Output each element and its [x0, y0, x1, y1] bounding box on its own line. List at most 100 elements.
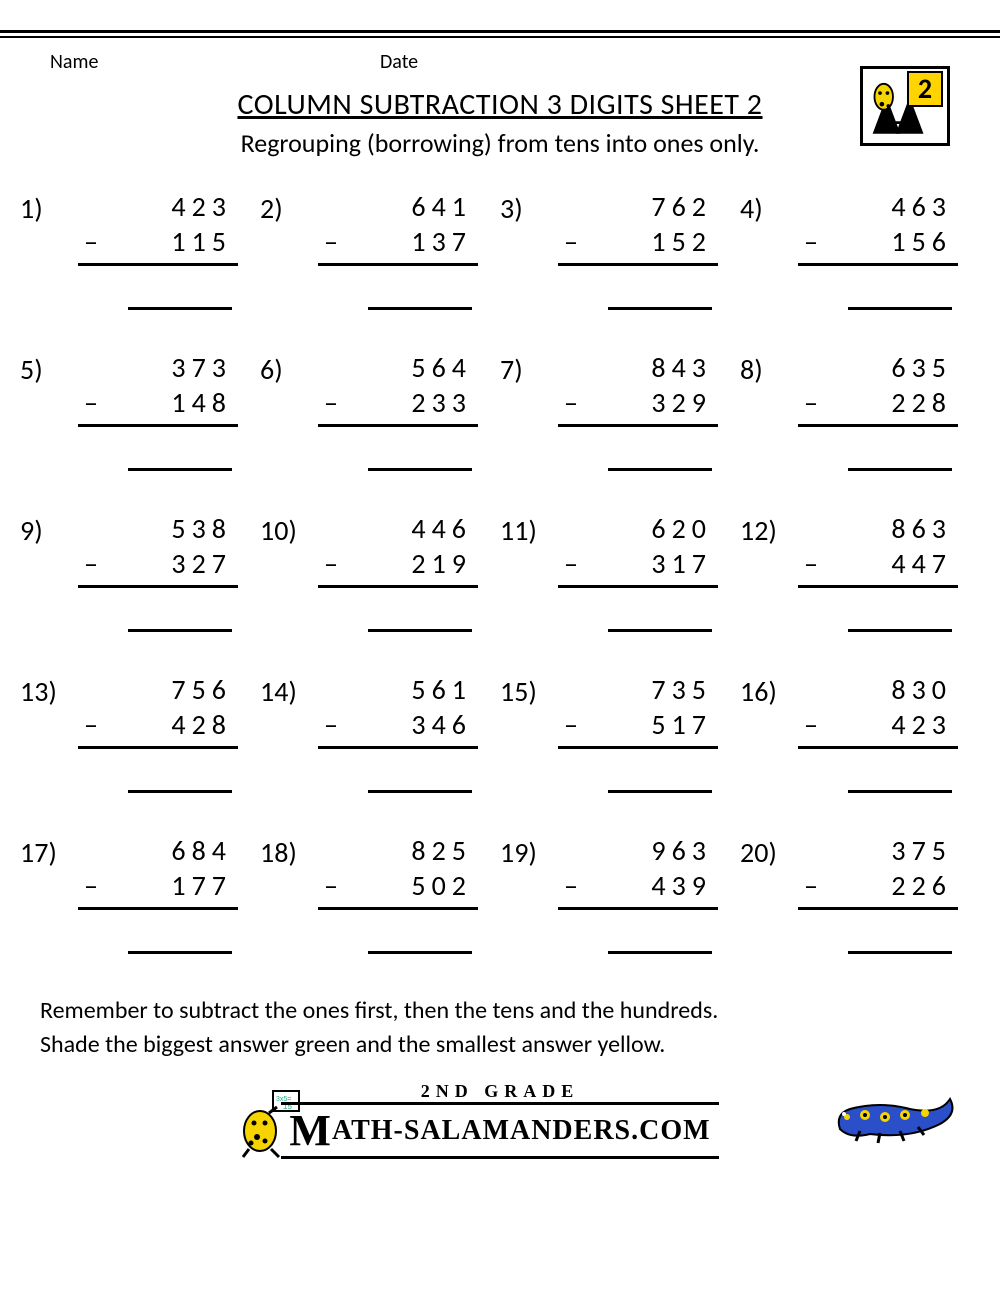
minus-sign: –: [84, 546, 98, 581]
footer: 3x5= 15 2ND GRADE MATH-SALAMANDERS.COM: [0, 1071, 1000, 1179]
subtrahend: 233: [411, 385, 472, 420]
minus-sign: –: [84, 707, 98, 742]
subtrahend-row: – 346: [318, 707, 478, 749]
worksheet-title: COLUMN SUBTRACTION 3 DIGITS SHEET 2: [50, 86, 950, 123]
date-label: Date: [380, 50, 418, 74]
subtrahend: 115: [171, 224, 232, 259]
problem-stack: 684–177: [78, 833, 238, 954]
subtrahend: 226: [891, 868, 952, 903]
problem-stack: 863–447: [798, 511, 958, 632]
minuend: 863: [798, 511, 958, 546]
answer-line: [848, 916, 952, 954]
subtrahend-row: –115: [78, 224, 238, 266]
subtrahend-row: –219: [318, 546, 478, 588]
problem: 4)463–156: [740, 189, 970, 310]
problem-number: 18): [260, 833, 318, 870]
subtrahend: 439: [651, 868, 712, 903]
subtrahend: 156: [891, 224, 952, 259]
subtrahend: 346: [411, 707, 472, 742]
problem-number: 5): [20, 350, 78, 387]
answer-line: [608, 272, 712, 310]
minuend: 375: [798, 833, 958, 868]
logo-badge: 2: [860, 66, 950, 146]
subtrahend-row: –156: [798, 224, 958, 266]
problem: 3)762–152: [500, 189, 730, 310]
minuend: 620: [558, 511, 718, 546]
subtrahend-row: –447: [798, 546, 958, 588]
problem-number: 1): [20, 189, 78, 226]
minus-sign: –: [804, 868, 818, 903]
minuend: 641: [318, 189, 478, 224]
minuend: 446: [318, 511, 478, 546]
subtrahend-row: – 177: [78, 868, 238, 910]
minus-sign: –: [324, 707, 338, 742]
problem-number: 11): [500, 511, 558, 548]
problem: 1)423–115: [20, 189, 250, 310]
answer-line: [128, 916, 232, 954]
problem-stack: 963–439: [558, 833, 718, 954]
problem-number: 16): [740, 672, 798, 709]
subtrahend-row: –327: [78, 546, 238, 588]
subtrahend-row: –517: [558, 707, 718, 749]
problem-stack: 825–502: [318, 833, 478, 954]
minuend: 561: [318, 672, 478, 707]
answer-line: [608, 594, 712, 632]
minus-sign: –: [84, 868, 98, 903]
subtrahend: 502: [411, 868, 472, 903]
subtrahend-row: –502: [318, 868, 478, 910]
minus-sign: –: [84, 385, 98, 420]
minus-sign: –: [324, 224, 338, 259]
answer-line: [848, 755, 952, 793]
problem-stack: 561– 346: [318, 672, 478, 793]
problem: 19)963–439: [500, 833, 730, 954]
subtrahend: 317: [651, 546, 712, 581]
answer-line: [848, 272, 952, 310]
minus-sign: –: [564, 385, 578, 420]
problem-number: 17): [20, 833, 78, 870]
minuend: 735: [558, 672, 718, 707]
problem: 16)830–423: [740, 672, 970, 793]
problem-number: 19): [500, 833, 558, 870]
subtrahend-row: –317: [558, 546, 718, 588]
problem: 14)561–346: [260, 672, 490, 793]
instructions-line-1: Remember to subtract the ones first, the…: [40, 994, 960, 1028]
grade-number-badge: 2: [907, 71, 943, 107]
subtrahend-row: –137: [318, 224, 478, 266]
minus-sign: –: [804, 546, 818, 581]
problem: 15)735–517: [500, 672, 730, 793]
answer-line: [368, 755, 472, 793]
minuend: 373: [78, 350, 238, 385]
problem-number: 9): [20, 511, 78, 548]
subtrahend-row: – 428: [78, 707, 238, 749]
subtrahend: 517: [651, 707, 712, 742]
salamander-right-icon: [830, 1079, 960, 1149]
subtrahend: 177: [171, 868, 232, 903]
answer-line: [608, 755, 712, 793]
subtrahend: 428: [171, 707, 232, 742]
problem: 11)620–317: [500, 511, 730, 632]
problem-stack: 620–317: [558, 511, 718, 632]
problem: 9)538–327: [20, 511, 250, 632]
problems-grid: 1)423–1152)641–1373)762–1524)463–1565)37…: [0, 179, 1000, 964]
problem-stack: 756–428: [78, 672, 238, 793]
answer-line: [128, 594, 232, 632]
problem-number: 3): [500, 189, 558, 226]
minuend: 825: [318, 833, 478, 868]
worksheet-subtitle: Regrouping (borrowing) from tens into on…: [50, 127, 950, 159]
problem: 18)825–502: [260, 833, 490, 954]
problem-number: 7): [500, 350, 558, 387]
instructions: Remember to subtract the ones first, the…: [0, 964, 1000, 1071]
subtrahend-row: –152: [558, 224, 718, 266]
footer-grade: 2ND GRADE: [40, 1081, 960, 1102]
problem-stack: 373–148: [78, 350, 238, 471]
problem-stack: 423–115: [78, 189, 238, 310]
problem-number: 6): [260, 350, 318, 387]
minus-sign: –: [324, 385, 338, 420]
problem-stack: 635–228: [798, 350, 958, 471]
subtrahend-row: – 233: [318, 385, 478, 427]
minus-sign: –: [804, 385, 818, 420]
problem-number: 4): [740, 189, 798, 226]
minuend: 830: [798, 672, 958, 707]
subtrahend-row: – 226: [798, 868, 958, 910]
name-label: Name: [50, 50, 380, 74]
